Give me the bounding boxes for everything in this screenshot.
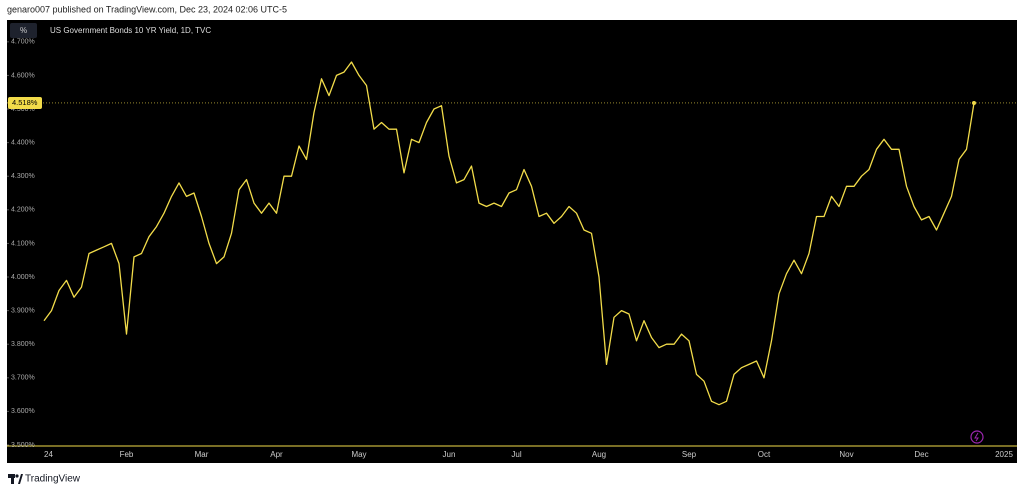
x-tick-label: Feb bbox=[120, 450, 134, 459]
footer-logo bbox=[8, 474, 23, 484]
y-tick-label: 4.100% bbox=[11, 240, 35, 247]
x-tick-label: 2025 bbox=[995, 450, 1013, 459]
flash-bolt bbox=[974, 432, 979, 442]
x-tick-label: Dec bbox=[914, 450, 928, 459]
y-tick-label: 4.600% bbox=[11, 72, 35, 79]
y-tick-label: 3.700% bbox=[11, 375, 35, 382]
yield-line bbox=[43, 61, 975, 406]
y-tick-label: 3.900% bbox=[11, 307, 35, 314]
chart-area bbox=[7, 20, 1017, 463]
x-tick-label: Mar bbox=[195, 450, 209, 459]
flash-icon[interactable] bbox=[970, 430, 984, 444]
unit-button[interactable] bbox=[10, 23, 37, 38]
unit-button-label[interactable]: % bbox=[20, 26, 27, 35]
price-label: 4.518% bbox=[12, 98, 38, 107]
x-tick-label: Sep bbox=[682, 450, 697, 459]
x-tick-label: 24 bbox=[44, 450, 53, 459]
x-tick-label: Oct bbox=[758, 450, 771, 459]
chart-title: US Government Bonds 10 YR Yield, 1D, TVC bbox=[50, 26, 211, 35]
y-tick-label: 3.800% bbox=[11, 341, 35, 348]
footer-text: TradingView bbox=[25, 474, 81, 485]
y-tick-label: 4.300% bbox=[11, 173, 35, 180]
x-tick-label: Nov bbox=[839, 450, 853, 459]
y-tick-label: 4.700% bbox=[11, 39, 35, 46]
y-tick-label: 4.200% bbox=[11, 207, 35, 214]
price-label-box bbox=[8, 96, 42, 109]
y-tick-label: 4.000% bbox=[11, 274, 35, 281]
x-tick-label: Jun bbox=[443, 450, 456, 459]
x-tick-label: Apr bbox=[270, 450, 283, 459]
x-tick-label: Aug bbox=[592, 450, 606, 459]
y-tick-label: 3.500% bbox=[11, 442, 35, 449]
y-tick-label: 4.400% bbox=[11, 139, 35, 146]
x-tick-label: May bbox=[351, 450, 366, 459]
x-tick-label: Jul bbox=[511, 450, 521, 459]
y-tick-label: 3.600% bbox=[11, 408, 35, 415]
y-tick-label: 4.500% bbox=[11, 106, 35, 113]
header-text: genaro007 published on TradingView.com, … bbox=[7, 4, 287, 14]
